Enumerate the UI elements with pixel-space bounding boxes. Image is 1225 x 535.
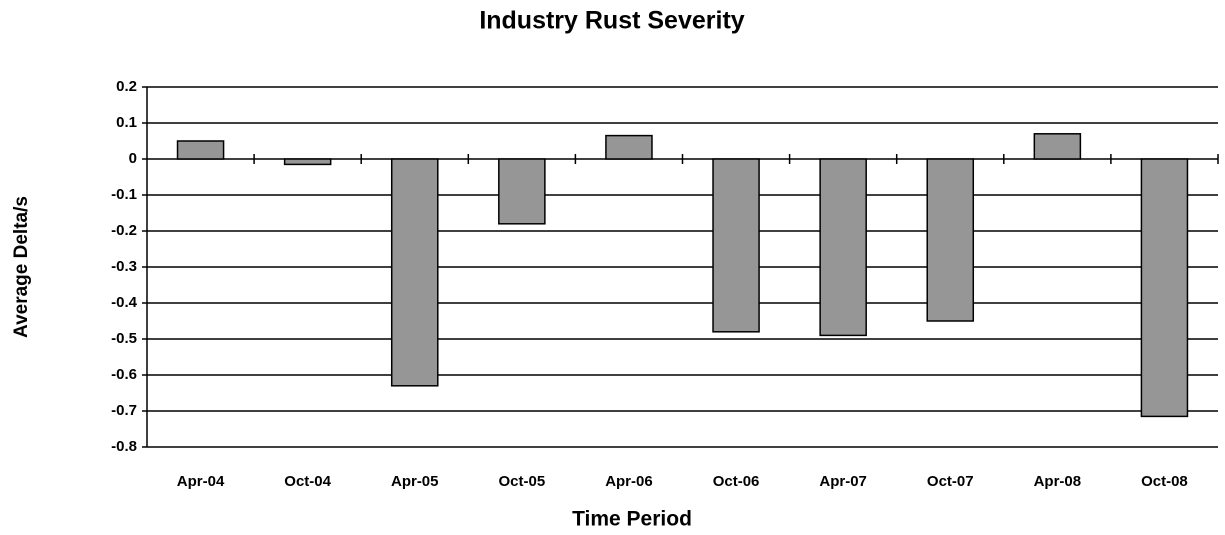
y-axis-title: Average Delta/s [11, 196, 32, 338]
x-tick-label: Apr-06 [605, 473, 653, 490]
x-tick-label: Apr-05 [391, 473, 439, 490]
x-tick-label: Apr-04 [177, 473, 225, 490]
y-tick-label: 0.2 [116, 78, 137, 95]
x-tick-label: Apr-08 [1034, 473, 1082, 490]
x-tick-label: Oct-04 [284, 473, 331, 490]
bar [819, 158, 867, 337]
x-axis-title: Time Period [572, 508, 692, 531]
x-tick-label: Oct-07 [927, 473, 974, 490]
y-tick-label: 0.1 [116, 114, 137, 131]
y-tick-label: -0.6 [111, 366, 137, 383]
y-tick-label: -0.4 [111, 294, 138, 311]
bar [283, 158, 332, 166]
x-tick-label: Oct-06 [713, 473, 760, 490]
y-tick-label: -0.3 [111, 258, 137, 275]
bar [498, 158, 546, 225]
bar [1140, 158, 1189, 418]
y-tick-label: -0.7 [111, 402, 137, 419]
bar [926, 158, 975, 322]
x-tick-label: Oct-05 [499, 473, 546, 490]
bar [605, 134, 653, 160]
y-tick-label: 0 [129, 150, 137, 167]
y-tick-label: -0.1 [111, 186, 137, 203]
chart-title: Industry Rust Severity [479, 7, 744, 35]
bar [712, 158, 760, 333]
bar [1033, 133, 1082, 160]
bar [176, 140, 225, 160]
y-tick-label: -0.2 [111, 222, 137, 239]
y-tick-label: -0.5 [111, 330, 137, 347]
x-tick-label: Apr-07 [819, 473, 867, 490]
bar [390, 158, 439, 387]
y-tick-label: -0.8 [111, 438, 137, 455]
x-tick-label: Oct-08 [1141, 473, 1188, 490]
